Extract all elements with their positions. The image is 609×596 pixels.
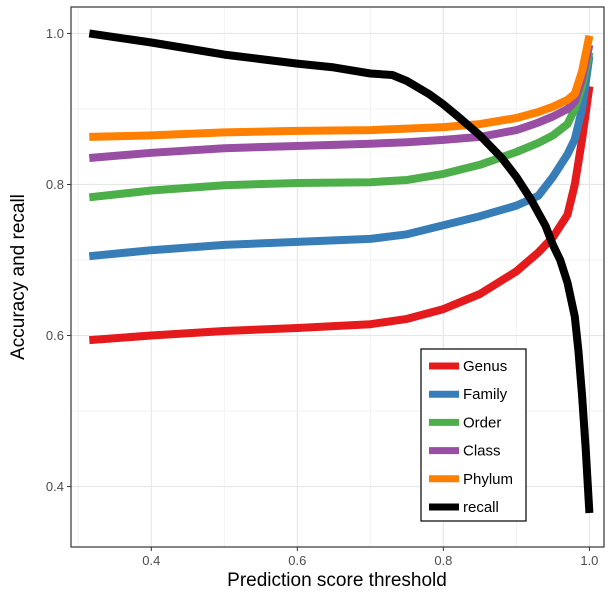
- x-tick-label: 0.4: [142, 553, 160, 568]
- y-tick-label: 0.4: [46, 479, 64, 494]
- series-line-family: [88, 55, 594, 261]
- y-axis-ticks: 0.4 0.6 0.8 1.0: [46, 26, 71, 494]
- legend: Genus Family Order Class Phylum recall: [420, 348, 527, 522]
- legend-label-recall: recall: [463, 499, 499, 516]
- legend-label-order: Order: [463, 414, 501, 431]
- x-axis-ticks: 0.4 0.6 0.8 1.0: [142, 547, 598, 568]
- legend-label-family: Family: [463, 386, 508, 403]
- series-line-order: [88, 51, 594, 202]
- legend-label-class: Class: [463, 443, 501, 460]
- y-tick-label: 0.6: [46, 328, 64, 343]
- legend-box: [420, 348, 527, 522]
- x-tick-label: 1.0: [580, 553, 598, 568]
- x-tick-label: 0.6: [288, 553, 306, 568]
- plot-border: [70, 6, 605, 548]
- x-axis-title: Prediction score threshold: [227, 570, 447, 591]
- y-tick-label: 1.0: [46, 26, 64, 41]
- series-lines: [88, 29, 594, 514]
- series-line-genus: [89, 85, 594, 345]
- y-tick-label: 0.8: [46, 177, 64, 192]
- legend-items: Genus Family Order Class Phylum recall: [429, 358, 513, 516]
- legend-label-phylum: Phylum: [463, 471, 513, 488]
- x-tick-label: 0.8: [434, 553, 452, 568]
- series-line-recall: [88, 29, 594, 514]
- y-axis-title: Accuracy and recall: [8, 194, 29, 360]
- series-line-phylum: [89, 34, 594, 141]
- legend-label-genus: Genus: [463, 358, 507, 375]
